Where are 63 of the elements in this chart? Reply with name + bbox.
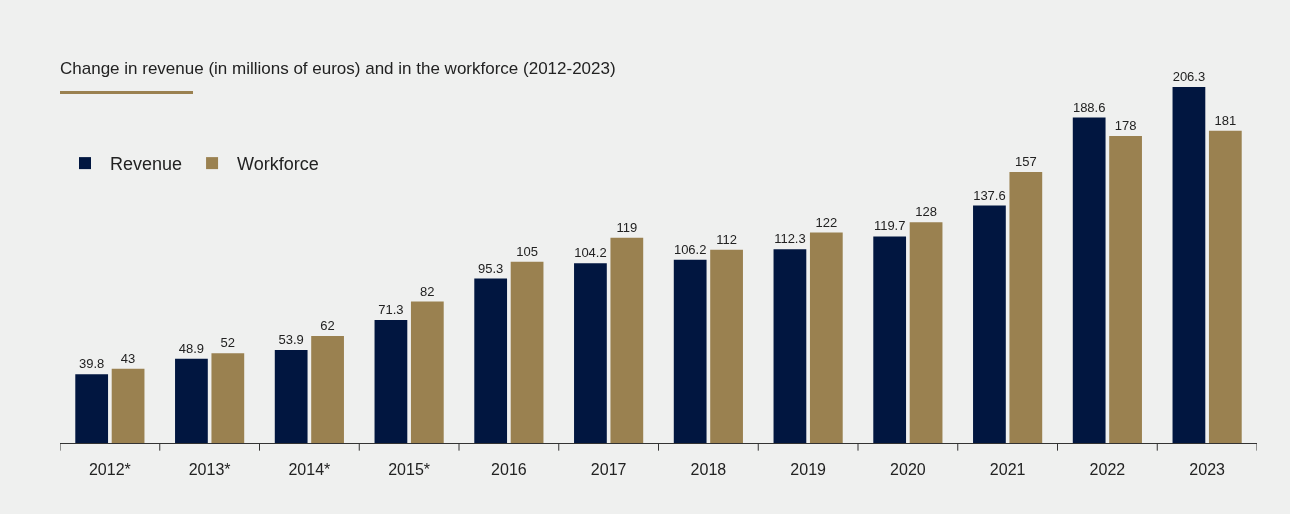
x-tick-label: 2014*: [288, 461, 331, 479]
data-label: 128: [915, 204, 937, 220]
x-tick-label: 2017: [590, 461, 627, 479]
legend-label: Workforce: [237, 154, 319, 175]
data-label: 53.9: [278, 332, 304, 347]
data-label: 39.8: [79, 356, 105, 372]
data-label: 62: [320, 318, 335, 334]
bar: [75, 374, 109, 443]
data-label: 206.3: [1172, 69, 1206, 85]
bar: [211, 353, 245, 443]
bar: [809, 232, 843, 443]
data-label: 95.3: [478, 260, 504, 276]
data-label: 52: [220, 335, 236, 351]
chart-title: Change in revenue (in millions of euros) and in the workforce (2012-2023): [60, 58, 616, 78]
data-label: 119.7: [873, 218, 906, 234]
data-label: 105: [516, 243, 538, 259]
x-tick-label: 2018: [690, 461, 727, 479]
data-label: 137.6: [973, 187, 1006, 203]
bar: [510, 261, 544, 443]
bar: [1072, 117, 1106, 443]
bar: [909, 222, 943, 443]
bar: [610, 237, 644, 443]
x-tick-label: 2023: [1189, 461, 1226, 479]
bar: [673, 259, 707, 443]
bar: [710, 249, 743, 443]
bar: [274, 350, 308, 443]
data-label: 43: [120, 350, 136, 366]
bar: [873, 236, 907, 443]
data-label: 104.2: [574, 245, 607, 261]
data-label: 106.2: [673, 241, 707, 257]
bar: [311, 336, 344, 443]
legend-label: Revenue: [110, 154, 183, 175]
x-tick-label: 2022: [1089, 461, 1126, 479]
data-label: 157: [1014, 154, 1037, 170]
bar: [773, 249, 807, 443]
data-label: 48.9: [178, 340, 205, 356]
x-tick-label: 2015*: [388, 461, 431, 479]
x-tick-label: 2013*: [188, 461, 231, 479]
bar: [410, 301, 444, 443]
x-tick-label: 2016: [491, 461, 527, 479]
x-tick-label: 2021: [989, 461, 1026, 479]
data-label: 112: [716, 231, 737, 247]
data-label: 112.3: [774, 231, 806, 247]
x-tick-label: 2012*: [88, 461, 131, 479]
bar: [1172, 87, 1206, 443]
x-tick-label: 2019: [790, 461, 827, 479]
bar: [1009, 172, 1043, 443]
data-label: 181: [1214, 112, 1237, 128]
bar: [1208, 130, 1242, 443]
bar: [374, 319, 408, 443]
bar: [574, 263, 607, 443]
data-label: 71.3: [378, 301, 404, 317]
data-label: 188.6: [1072, 99, 1106, 115]
data-label: 178: [1114, 117, 1137, 133]
bar: [973, 205, 1006, 443]
bar: [474, 278, 508, 443]
bar: [1109, 135, 1142, 443]
x-tick-label: 2020: [890, 461, 926, 479]
bar: [175, 358, 208, 443]
data-label: 122: [815, 214, 838, 230]
bar: [111, 368, 145, 443]
data-label: 119: [616, 219, 638, 235]
data-label: 82: [420, 283, 435, 299]
